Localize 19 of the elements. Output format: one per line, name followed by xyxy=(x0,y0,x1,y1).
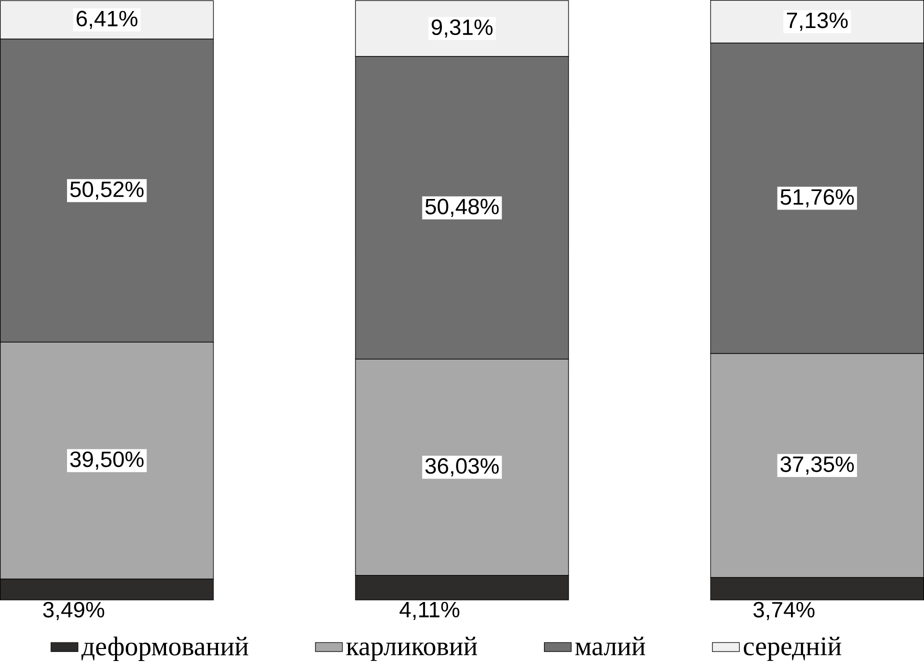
data-label: 37,35% xyxy=(780,456,854,475)
data-label: 50,48% xyxy=(425,198,499,218)
data-label: 3,74% xyxy=(753,602,814,620)
data-label: 50,52% xyxy=(70,182,144,200)
data-label: 3,49% xyxy=(43,602,104,620)
bar xyxy=(0,578,214,600)
bar xyxy=(710,577,924,600)
data-label: 9,31% xyxy=(432,19,493,38)
data-label: 7,13% xyxy=(786,12,848,31)
data-label: 51,76% xyxy=(780,189,854,208)
legend-label: карликовий xyxy=(346,636,478,661)
data-label: 6,41% xyxy=(76,10,138,30)
legend-label: деформований xyxy=(81,636,248,661)
legend-label: малий xyxy=(575,636,646,656)
data-label: 36,03% xyxy=(425,458,499,476)
data-label: 4,11% xyxy=(400,602,460,620)
legend-label: середній xyxy=(744,636,842,661)
data-label: 39,50% xyxy=(70,451,144,470)
bar xyxy=(355,575,569,600)
